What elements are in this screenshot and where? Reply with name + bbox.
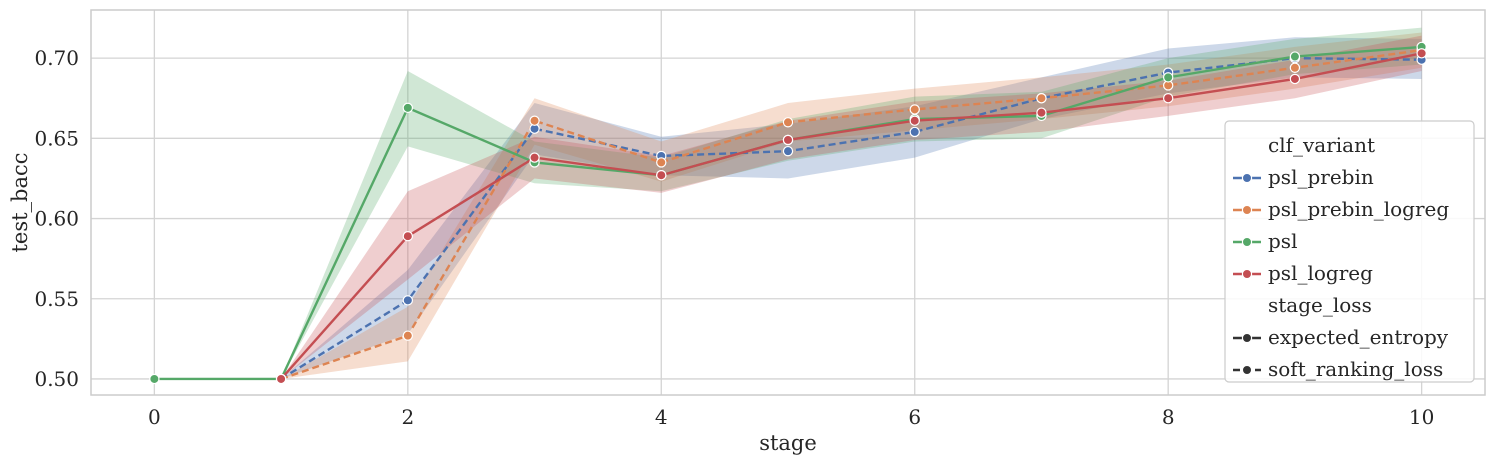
legend-entry-label: psl_prebin xyxy=(1268,165,1374,189)
marker-psl_logreg xyxy=(1289,73,1301,85)
marker-psl_prebin_logreg xyxy=(909,104,920,115)
y-tick-label: 0.60 xyxy=(34,207,79,231)
legend: clf_variant psl_prebin psl_prebin_logregps… xyxy=(1224,120,1475,383)
marker-psl_logreg xyxy=(1416,48,1427,59)
marker-psl_prebin_logreg xyxy=(529,115,540,126)
legend-swatch-marker xyxy=(1241,236,1253,248)
legend-box xyxy=(1224,120,1475,383)
x-tick-labels: 0 2 4 6 8 10 xyxy=(148,405,1434,429)
x-tick-label: 10 xyxy=(1409,405,1434,429)
legend-style-swatch-marker xyxy=(1241,332,1253,344)
marker-psl xyxy=(149,373,160,385)
legend-style-title: stage_loss xyxy=(1268,293,1372,317)
marker-psl_prebin xyxy=(909,126,920,138)
marker-psl_prebin_logreg xyxy=(1036,93,1047,104)
marker-psl_prebin_logreg xyxy=(656,157,667,168)
legend-entry-label: psl xyxy=(1268,229,1297,253)
marker-psl_logreg xyxy=(275,373,287,385)
line-psl_logreg xyxy=(280,52,1422,380)
line-psl_prebin xyxy=(280,56,1422,380)
marker-psl_logreg xyxy=(782,134,794,146)
x-tick-label: 8 xyxy=(1162,405,1175,429)
legend-style-label: soft_ranking_loss xyxy=(1268,357,1443,381)
marker-psl_logreg xyxy=(1162,93,1174,104)
marker-psl_prebin_logreg xyxy=(782,117,794,128)
line-psl_prebin_logreg xyxy=(280,48,1422,381)
x-axis-label: stage xyxy=(759,431,817,455)
confidence-bands xyxy=(154,27,1422,379)
series-markers xyxy=(149,41,1427,385)
legend-style-label: expected_entropy xyxy=(1268,325,1449,349)
legend-hue-title: clf_variant xyxy=(1268,133,1375,157)
legend-swatch-marker xyxy=(1241,204,1253,216)
y-tick-label: 0.65 xyxy=(34,126,79,150)
ci-band-psl xyxy=(154,27,1422,379)
legend-style-swatch-marker xyxy=(1241,364,1253,376)
ci-band-psl_logreg xyxy=(281,35,1422,379)
x-tick-label: 2 xyxy=(401,405,414,429)
ci-band-psl_prebin_logreg xyxy=(281,32,1422,379)
legend-swatch-marker xyxy=(1241,172,1253,184)
marker-psl_logreg xyxy=(402,230,414,242)
marker-psl_prebin xyxy=(402,295,414,306)
marker-psl_logreg xyxy=(529,152,540,163)
marker-psl xyxy=(402,102,414,114)
marker-psl_logreg xyxy=(909,115,920,126)
y-tick-labels: 0.50 0.55 0.60 0.65 0.70 xyxy=(34,46,79,391)
ci-band-psl_prebin xyxy=(281,37,1422,379)
marker-psl xyxy=(1162,72,1174,83)
x-tick-label: 0 xyxy=(148,405,161,429)
plot-frame xyxy=(90,9,1486,396)
legend-swatch-marker xyxy=(1241,268,1253,280)
marker-psl_prebin_logreg xyxy=(1289,62,1301,73)
marker-psl xyxy=(1289,51,1301,62)
y-axis-label: test_bacc xyxy=(8,152,32,252)
marker-psl_logreg xyxy=(1036,107,1047,118)
marker-psl_prebin xyxy=(782,145,794,157)
legend-entry-label: psl_logreg xyxy=(1268,261,1373,285)
y-tick-label: 0.55 xyxy=(34,287,79,311)
y-tick-label: 0.50 xyxy=(34,367,79,391)
marker-psl_logreg xyxy=(656,170,667,181)
x-tick-label: 4 xyxy=(655,405,668,429)
y-tick-label: 0.70 xyxy=(34,46,79,70)
x-tick-label: 6 xyxy=(908,405,921,429)
legend-entry-label: psl_prebin_logreg xyxy=(1268,197,1449,221)
marker-psl_prebin_logreg xyxy=(402,330,414,341)
